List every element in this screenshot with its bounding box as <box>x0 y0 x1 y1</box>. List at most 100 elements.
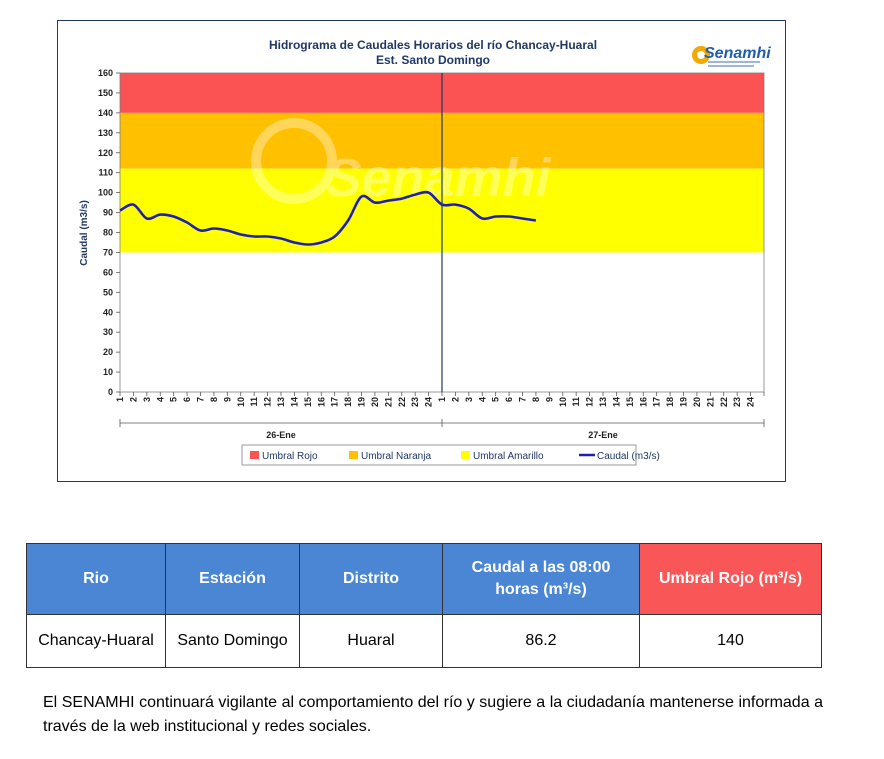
series-caudal <box>119 190 537 246</box>
legend-label: Caudal (m3/s) <box>597 451 660 462</box>
x-axis: 1 2 3 4 5 6 7 8 9 10 11 12 13 14 15 16 17 18 19 20 21 22 23 24 1… <box>115 392 765 440</box>
y-tick-label: 60 <box>103 267 113 277</box>
y-tick-label: 40 <box>103 307 113 317</box>
watermark-text: Senamhi <box>325 148 551 208</box>
header-umbral-rojo: Umbral Rojo (m³/s) <box>639 543 822 615</box>
x-tick-label: 21 <box>383 397 393 407</box>
legend: Umbral Rojo Umbral Naranja Umbral Amarillo… <box>241 444 660 466</box>
x-tick-label: 24 <box>424 397 434 407</box>
y-tick-label: 70 <box>103 247 113 257</box>
x-tick-label: 2 <box>450 397 460 402</box>
x-tick-label: 13 <box>598 397 608 407</box>
x-tick-label: 12 <box>585 397 595 407</box>
y-tick-label: 110 <box>98 168 113 178</box>
x-tick-label: 2 <box>128 397 138 402</box>
x-tick-label: 18 <box>343 397 353 407</box>
x-tick-label: 21 <box>705 397 715 407</box>
day-label: 27-Ene <box>588 430 618 440</box>
x-tick-label: 14 <box>289 397 299 407</box>
header-caudal: Caudal a las 08:00 horas (m³/s) <box>442 543 640 615</box>
info-table: Rio Estación Distrito Caudal a las 08:00… <box>26 543 822 668</box>
legend-label: Umbral Naranja <box>361 451 431 462</box>
y-tick-label: 80 <box>103 228 113 238</box>
footer-text: El SENAMHI continuará vigilante al compo… <box>43 694 823 735</box>
x-tick-label: 17 <box>652 397 662 407</box>
x-tick-label: 16 <box>316 397 326 407</box>
legend-swatch <box>250 451 259 459</box>
day-label: 26-Ene <box>266 430 296 440</box>
cell-umbral-rojo: 140 <box>639 614 822 668</box>
x-tick-label: 1 <box>437 397 447 402</box>
x-tick-label: 7 <box>196 397 206 402</box>
cell-caudal: 86.2 <box>442 614 640 668</box>
y-tick-label: 0 <box>108 387 113 397</box>
x-tick-label: 4 <box>477 397 487 402</box>
y-tick-label: 150 <box>98 88 113 98</box>
x-tick-label: 17 <box>330 397 340 407</box>
x-tick-label: 8 <box>531 397 541 402</box>
x-tick-label: 1 <box>115 397 125 402</box>
x-tick-label: 15 <box>625 397 635 407</box>
cell-estacion: Santo Domingo <box>165 614 300 668</box>
y-tick-label: 120 <box>98 148 113 158</box>
x-tick-label: 10 <box>558 397 568 407</box>
header-estacion: Estación <box>165 543 300 615</box>
x-tick-label: 23 <box>732 397 742 407</box>
x-tick-label: 10 <box>236 397 246 407</box>
logo-text: Senamhi <box>704 45 771 62</box>
x-tick-label: 16 <box>638 397 648 407</box>
watermark: Senamhi <box>251 118 552 208</box>
y-tick-label: 50 <box>103 287 113 297</box>
chart-title: Hidrograma de Caudales Horarios del río … <box>269 38 597 52</box>
x-tick-label: 4 <box>155 397 165 402</box>
cell-distrito: Huaral <box>299 614 443 668</box>
table-row: Chancay-Huaral Santo Domingo Huaral 86.2… <box>26 614 822 668</box>
y-tick-label: 130 <box>98 128 113 138</box>
x-tick-label: 11 <box>571 397 581 407</box>
legend-label: Umbral Amarillo <box>473 451 544 462</box>
x-tick-label: 5 <box>169 397 179 402</box>
y-axis: 0 10 20 30 40 50 60 70 80 90 100 110 120 130 140 150 160 <box>98 68 120 397</box>
x-tick-label: 6 <box>504 397 514 402</box>
y-tick-label: 140 <box>98 108 113 118</box>
y-tick-label: 100 <box>98 188 113 198</box>
x-tick-label: 20 <box>370 397 380 407</box>
y-tick-label: 30 <box>103 327 113 337</box>
x-tick-label: 22 <box>397 397 407 407</box>
x-tick-label: 3 <box>142 397 152 402</box>
x-tick-label: 5 <box>491 397 501 402</box>
x-tick-label: 23 <box>410 397 420 407</box>
x-tick-label: 19 <box>679 397 689 407</box>
legend-box <box>241 444 637 466</box>
x-tick-label: 9 <box>544 397 554 402</box>
legend-swatch <box>349 451 358 459</box>
y-tick-label: 10 <box>103 367 113 377</box>
x-tick-label: 20 <box>692 397 702 407</box>
y-tick-label: 20 <box>103 347 113 357</box>
chart-subtitle: Est. Santo Domingo <box>376 53 490 67</box>
series-line-caudal <box>119 190 537 246</box>
x-tick-label: 13 <box>276 397 286 407</box>
sun-icon <box>692 46 710 64</box>
y-tick-label: 90 <box>103 208 113 218</box>
x-tick-label: 18 <box>665 397 675 407</box>
y-tick-label: 160 <box>98 68 113 78</box>
table-header-row: Rio Estación Distrito Caudal a las 08:00… <box>26 543 822 615</box>
y-axis-label: Caudal (m3/s) <box>79 200 90 266</box>
x-tick-label: 6 <box>182 397 192 402</box>
x-tick-label: 8 <box>209 397 219 402</box>
x-tick-label: 7 <box>518 397 528 402</box>
senamhi-logo: Senamhi <box>692 45 771 67</box>
x-tick-label: 22 <box>719 397 729 407</box>
x-tick-label: 3 <box>464 397 474 402</box>
header-rio: Rio <box>26 543 166 615</box>
legend-swatch <box>461 451 470 459</box>
x-tick-label: 19 <box>357 397 367 407</box>
header-distrito: Distrito <box>299 543 443 615</box>
chart-svg: Hidrograma de Caudales Horarios del río … <box>79 38 771 466</box>
x-tick-label: 15 <box>303 397 313 407</box>
x-tick-label: 14 <box>611 397 621 407</box>
hydrograph-chart: Hidrograma de Caudales Horarios del río … <box>57 20 786 482</box>
x-tick-label: 9 <box>222 397 232 402</box>
x-tick-label: 11 <box>249 397 259 407</box>
